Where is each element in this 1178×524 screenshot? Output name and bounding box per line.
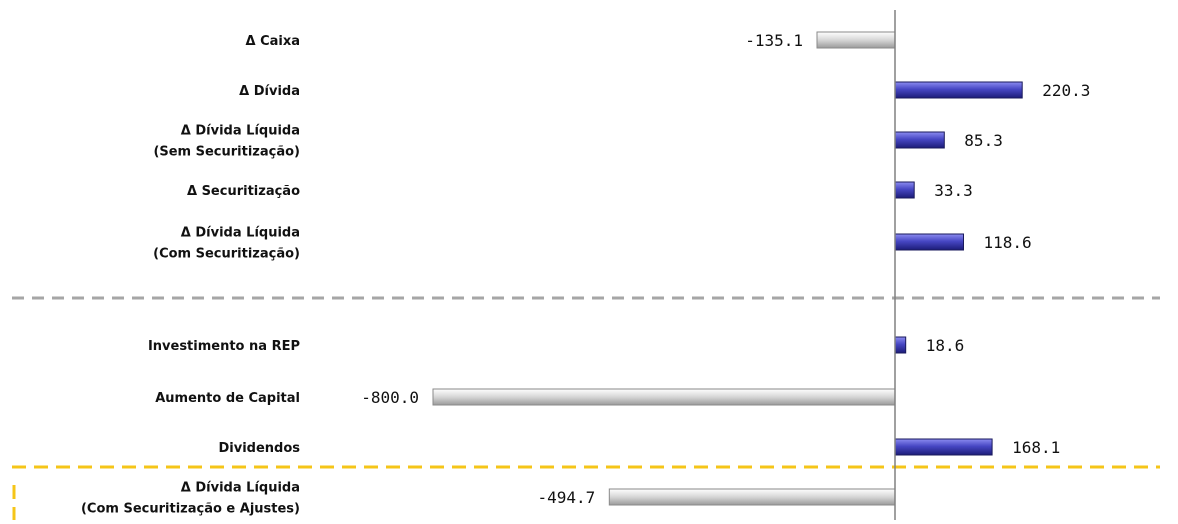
bar-6: [894, 336, 907, 354]
category-label-6: Investimento na REP: [148, 339, 300, 354]
value-label-3: 85.3: [964, 131, 1003, 150]
bars: [432, 31, 1023, 506]
value-label-5: 118.6: [984, 233, 1032, 252]
value-label-1: -135.1: [745, 31, 803, 50]
value-label-4: 33.3: [934, 181, 973, 200]
bar-3: [894, 131, 945, 149]
category-label-1: Δ Caixa: [245, 34, 300, 49]
bar-4: [894, 181, 915, 199]
category-labels: Δ Caixa Δ Dívida Δ Dívida Líquida (Sem Secu…: [81, 34, 300, 517]
bar-5: [894, 233, 964, 251]
value-label-8: 168.1: [1012, 438, 1060, 457]
value-label-2: 220.3: [1042, 81, 1090, 100]
category-label-3: Δ Dívida Líquida (Sem Securitização): [153, 124, 300, 160]
value-label-6: 18.6: [926, 336, 965, 355]
category-label-9: Δ Dívida Líquida (Com Securitização e Aju…: [81, 481, 300, 517]
bar-2: [894, 81, 1023, 99]
bar-9: [608, 488, 896, 506]
category-label-8: Dividendos: [218, 441, 300, 456]
bar-8: [894, 438, 993, 456]
bar-7: [432, 388, 896, 406]
category-label-2: Δ Dívida: [239, 84, 300, 99]
bar-1: [816, 31, 896, 49]
value-label-9: -494.7: [538, 488, 596, 507]
category-label-5: Δ Dívida Líquida (Com Securitização): [153, 226, 300, 262]
value-label-7: -800.0: [361, 388, 419, 407]
category-label-4: Δ Securitização: [187, 184, 300, 199]
category-label-7: Aumento de Capital: [155, 391, 300, 406]
separators: [12, 296, 1160, 520]
value-labels: -135.1 220.3 85.3 33.3 118.6 18.6 -800.0 168.1 -…: [361, 31, 1090, 507]
